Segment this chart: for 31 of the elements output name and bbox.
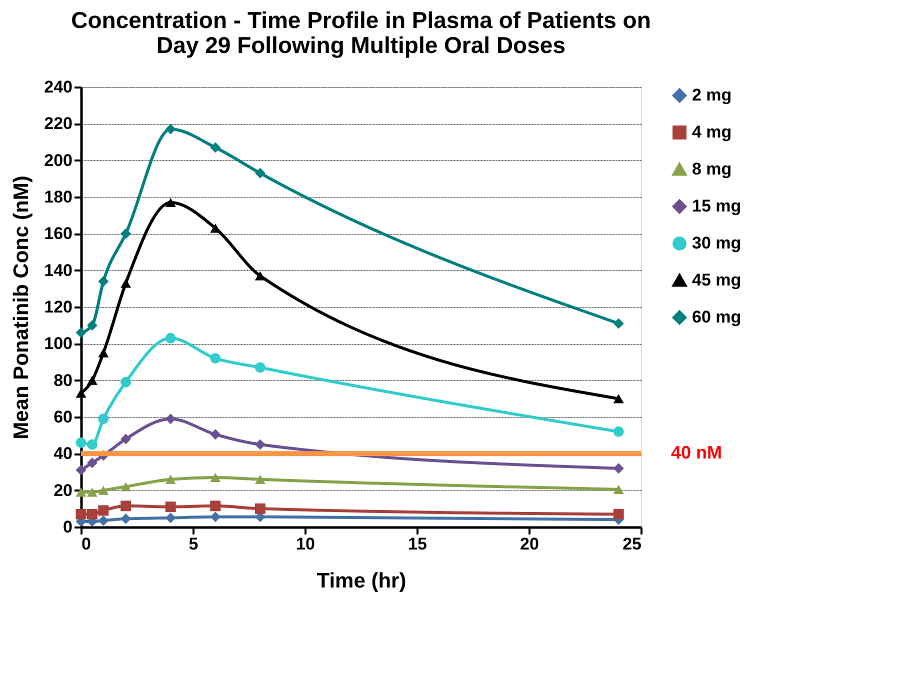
legend-label: 8 mg <box>692 160 732 178</box>
y-tick-label: 20 <box>54 480 72 500</box>
x-axis-title: Time (hr) <box>316 570 406 592</box>
text: Day 29 Following Multiple Oral Doses <box>156 32 566 58</box>
legend-label: 2 mg <box>692 86 732 104</box>
x-tick-label: 10 <box>296 534 315 554</box>
y-tick-label: 180 <box>44 188 72 206</box>
x-tick-label: 5 <box>188 534 198 554</box>
y-tick-label: 100 <box>44 334 72 354</box>
ref-line-label: 40 nM <box>671 442 722 463</box>
y-tick-label: 240 <box>44 78 72 96</box>
y-axis-title: Mean Ponatinib Conc (nM) <box>10 176 34 440</box>
text: Concentration - Time Profile in Plasma of Patients on <box>71 7 651 33</box>
legend-label: 60 mg <box>692 308 742 326</box>
x-tick-label: 15 <box>408 534 427 554</box>
y-tick-label: 120 <box>44 298 72 316</box>
y-tick-label: 60 <box>54 408 72 426</box>
y-tick-label: 0 <box>63 518 72 536</box>
y-tick-label: 160 <box>44 224 72 244</box>
y-tick-label: 80 <box>54 370 72 390</box>
y-tick-label: 220 <box>44 114 72 134</box>
legend-label: 4 mg <box>692 122 732 142</box>
y-tick-label: 40 <box>54 444 72 464</box>
legend-label: 15 mg <box>692 196 742 216</box>
legend-label: 45 mg <box>692 270 742 290</box>
legend-label: 30 mg <box>692 234 742 252</box>
x-tick-label: 0 <box>82 534 91 554</box>
y-tick-label: 140 <box>44 260 72 280</box>
x-tick-label: 25 <box>622 534 642 554</box>
y-tick-label: 200 <box>44 150 72 170</box>
x-tick-label: 20 <box>520 534 539 554</box>
